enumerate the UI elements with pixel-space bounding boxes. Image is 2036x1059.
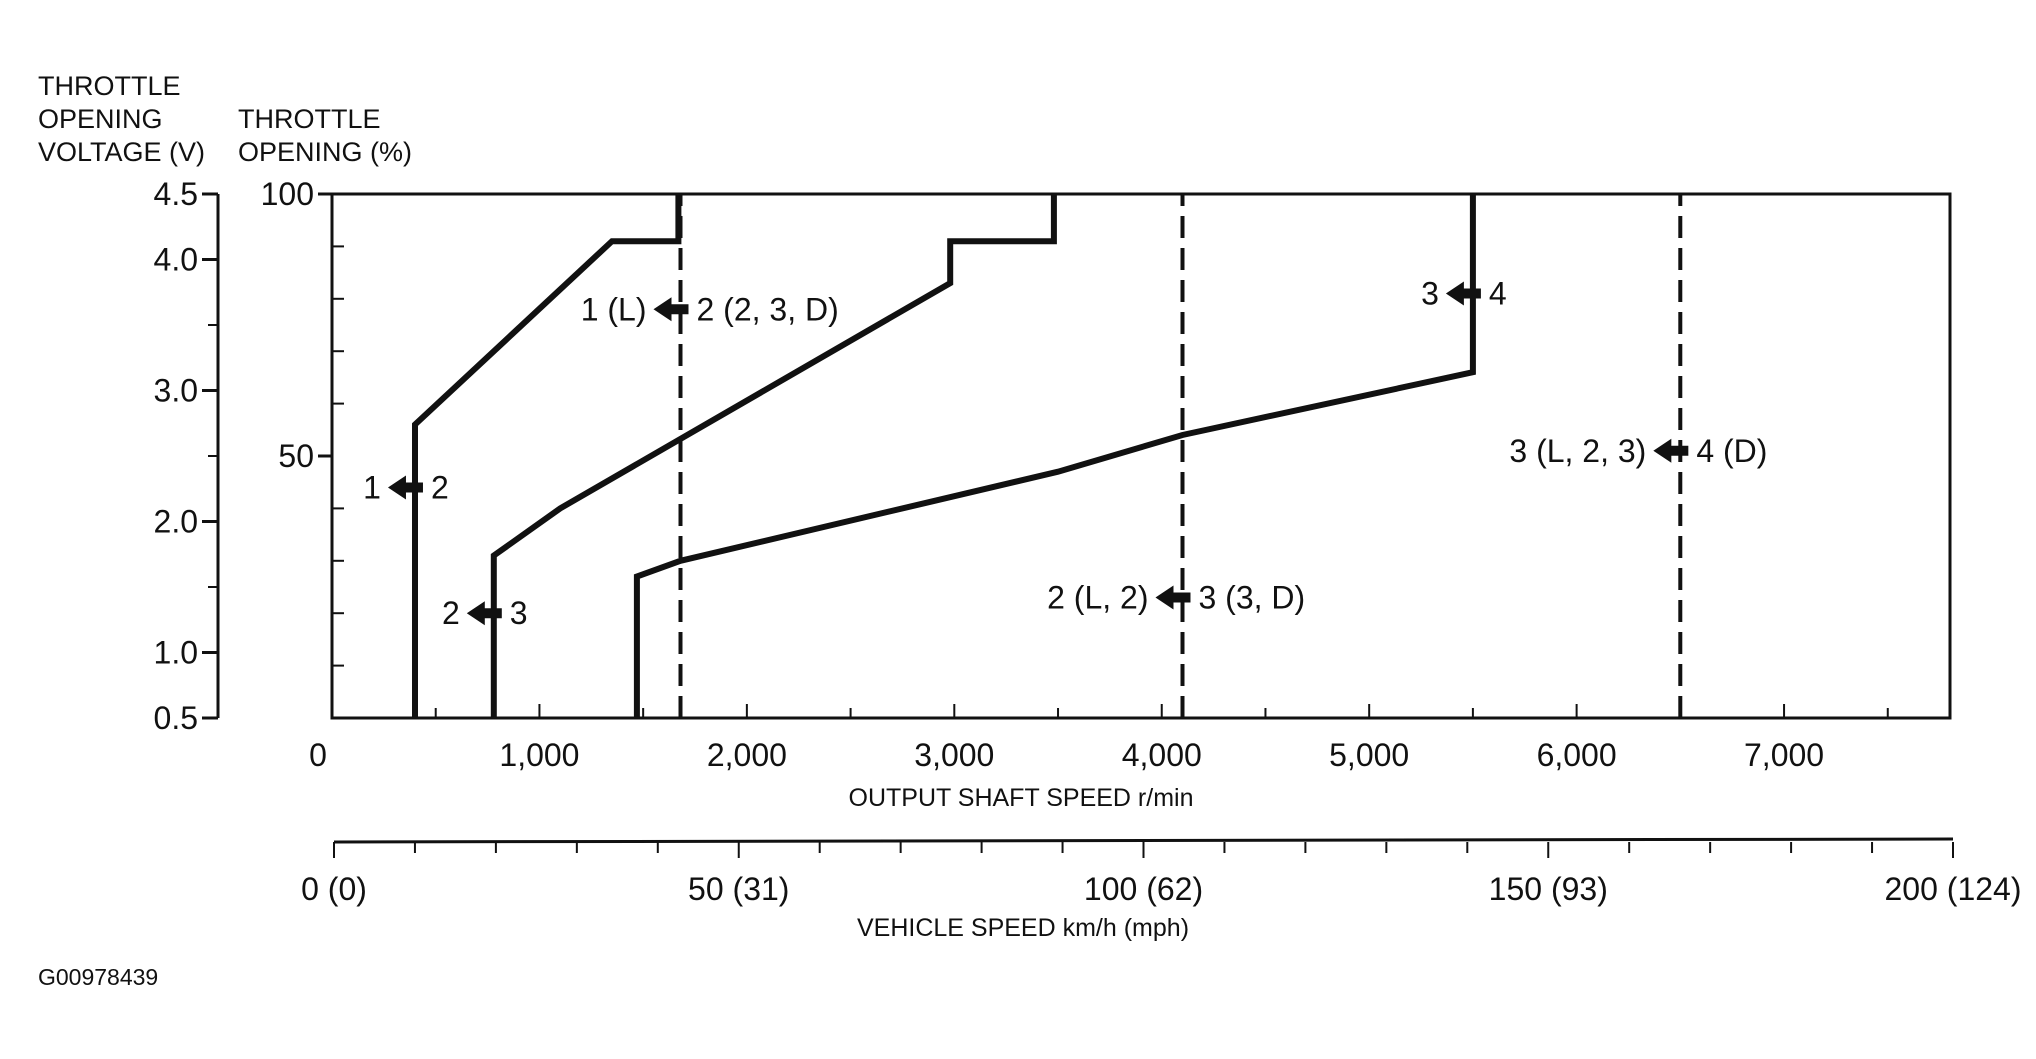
voltage-tick-label: 1.0 <box>154 635 198 671</box>
solid-shift-line-1 <box>412 194 682 718</box>
percent-tick-label: 100 <box>261 176 314 212</box>
annotation-right-label: 2 <box>431 469 449 505</box>
right-y-title-line-2: OPENING (%) <box>238 137 412 167</box>
annotation-right-label: 4 <box>1489 276 1507 312</box>
downshift-arrow <box>1155 585 1191 610</box>
left-y-title-line-2: OPENING <box>38 104 163 134</box>
shift-annotation-6: 3 (L, 2, 3) 4 (D) <box>1509 433 1767 469</box>
x-tick-label: 4,000 <box>1122 737 1202 773</box>
figure-id: G00978439 <box>38 964 158 990</box>
annotation-left-label: 1 <box>363 469 381 505</box>
vehicle-speed-tick-label: 200 (124) <box>1885 871 2022 907</box>
x-tick-label: 0 <box>309 737 327 773</box>
voltage-tick-label: 4.5 <box>154 176 198 212</box>
solid-shift-line-2 <box>490 194 1057 718</box>
shift-annotation-3: 1 (L) 2 (2, 3, D) <box>581 291 839 327</box>
x-tick-label: 3,000 <box>914 737 994 773</box>
x-tick-label: 6,000 <box>1537 737 1617 773</box>
annotation-left-label: 2 <box>442 595 460 631</box>
voltage-tick-label: 0.5 <box>154 700 198 736</box>
axes: 4.5 4.0 3.0 2.0 1.0 0.5 100 50 0 1,000 2,000 3,000 4… <box>154 176 2022 907</box>
x-tick-label: 5,000 <box>1329 737 1409 773</box>
voltage-tick-label: 3.0 <box>154 373 198 409</box>
x-tick-label: 1,000 <box>499 737 579 773</box>
downshift-arrow <box>387 475 423 500</box>
solid-shift-line-3 <box>633 194 1476 718</box>
annotation-left-label: 3 <box>1421 276 1439 312</box>
vehicle-speed-tick-label: 150 (93) <box>1489 871 1608 907</box>
downshift-arrow <box>653 297 689 322</box>
x-axis-label: OUTPUT SHAFT SPEED r/min <box>849 784 1194 812</box>
voltage-tick-label: 4.0 <box>154 242 198 278</box>
vehicle-speed-tick-label: 0 (0) <box>301 871 367 907</box>
annotation-right-label: 2 (2, 3, D) <box>696 291 838 327</box>
annotation-right-label: 3 <box>510 595 528 631</box>
vehicle-speed-tick-label: 50 (31) <box>688 871 789 907</box>
vehicle-speed-tick-label: 100 (62) <box>1084 871 1203 907</box>
downshift-arrow <box>466 601 502 626</box>
left-y-title-line-1: THROTTLE <box>38 71 181 101</box>
y-axis-titles: THROTTLE OPENING VOLTAGE (V) THROTTLE OP… <box>38 71 412 167</box>
annotation-left-label: 2 (L, 2) <box>1047 579 1148 615</box>
voltage-tick-label: 2.0 <box>154 504 198 540</box>
series-layer <box>412 194 1683 718</box>
annotation-left-label: 1 (L) <box>581 291 647 327</box>
shift-annotation-4: 2 (L, 2) 3 (3, D) <box>1047 579 1305 615</box>
annotation-right-label: 4 (D) <box>1696 433 1767 469</box>
x-tick-label: 2,000 <box>707 737 787 773</box>
x-secondary-axis-label: VEHICLE SPEED km/h (mph) <box>857 914 1189 942</box>
left-y-title-line-3: VOLTAGE (V) <box>38 137 205 167</box>
downshift-arrow <box>1653 438 1689 463</box>
x-tick-label: 7,000 <box>1744 737 1824 773</box>
vehicle-speed-axis-line <box>333 837 1954 844</box>
annotation-right-label: 3 (3, D) <box>1198 579 1305 615</box>
annotation-left-label: 3 (L, 2, 3) <box>1509 433 1646 469</box>
downshift-arrow <box>1445 281 1481 306</box>
right-y-title-line-1: THROTTLE <box>238 104 381 134</box>
percent-tick-label: 50 <box>278 438 314 474</box>
annotations-layer: 1 22 31 (L) 2 (2, 3, D)2 (L, 2) 3 (3, D)3 43 … <box>363 276 1767 632</box>
